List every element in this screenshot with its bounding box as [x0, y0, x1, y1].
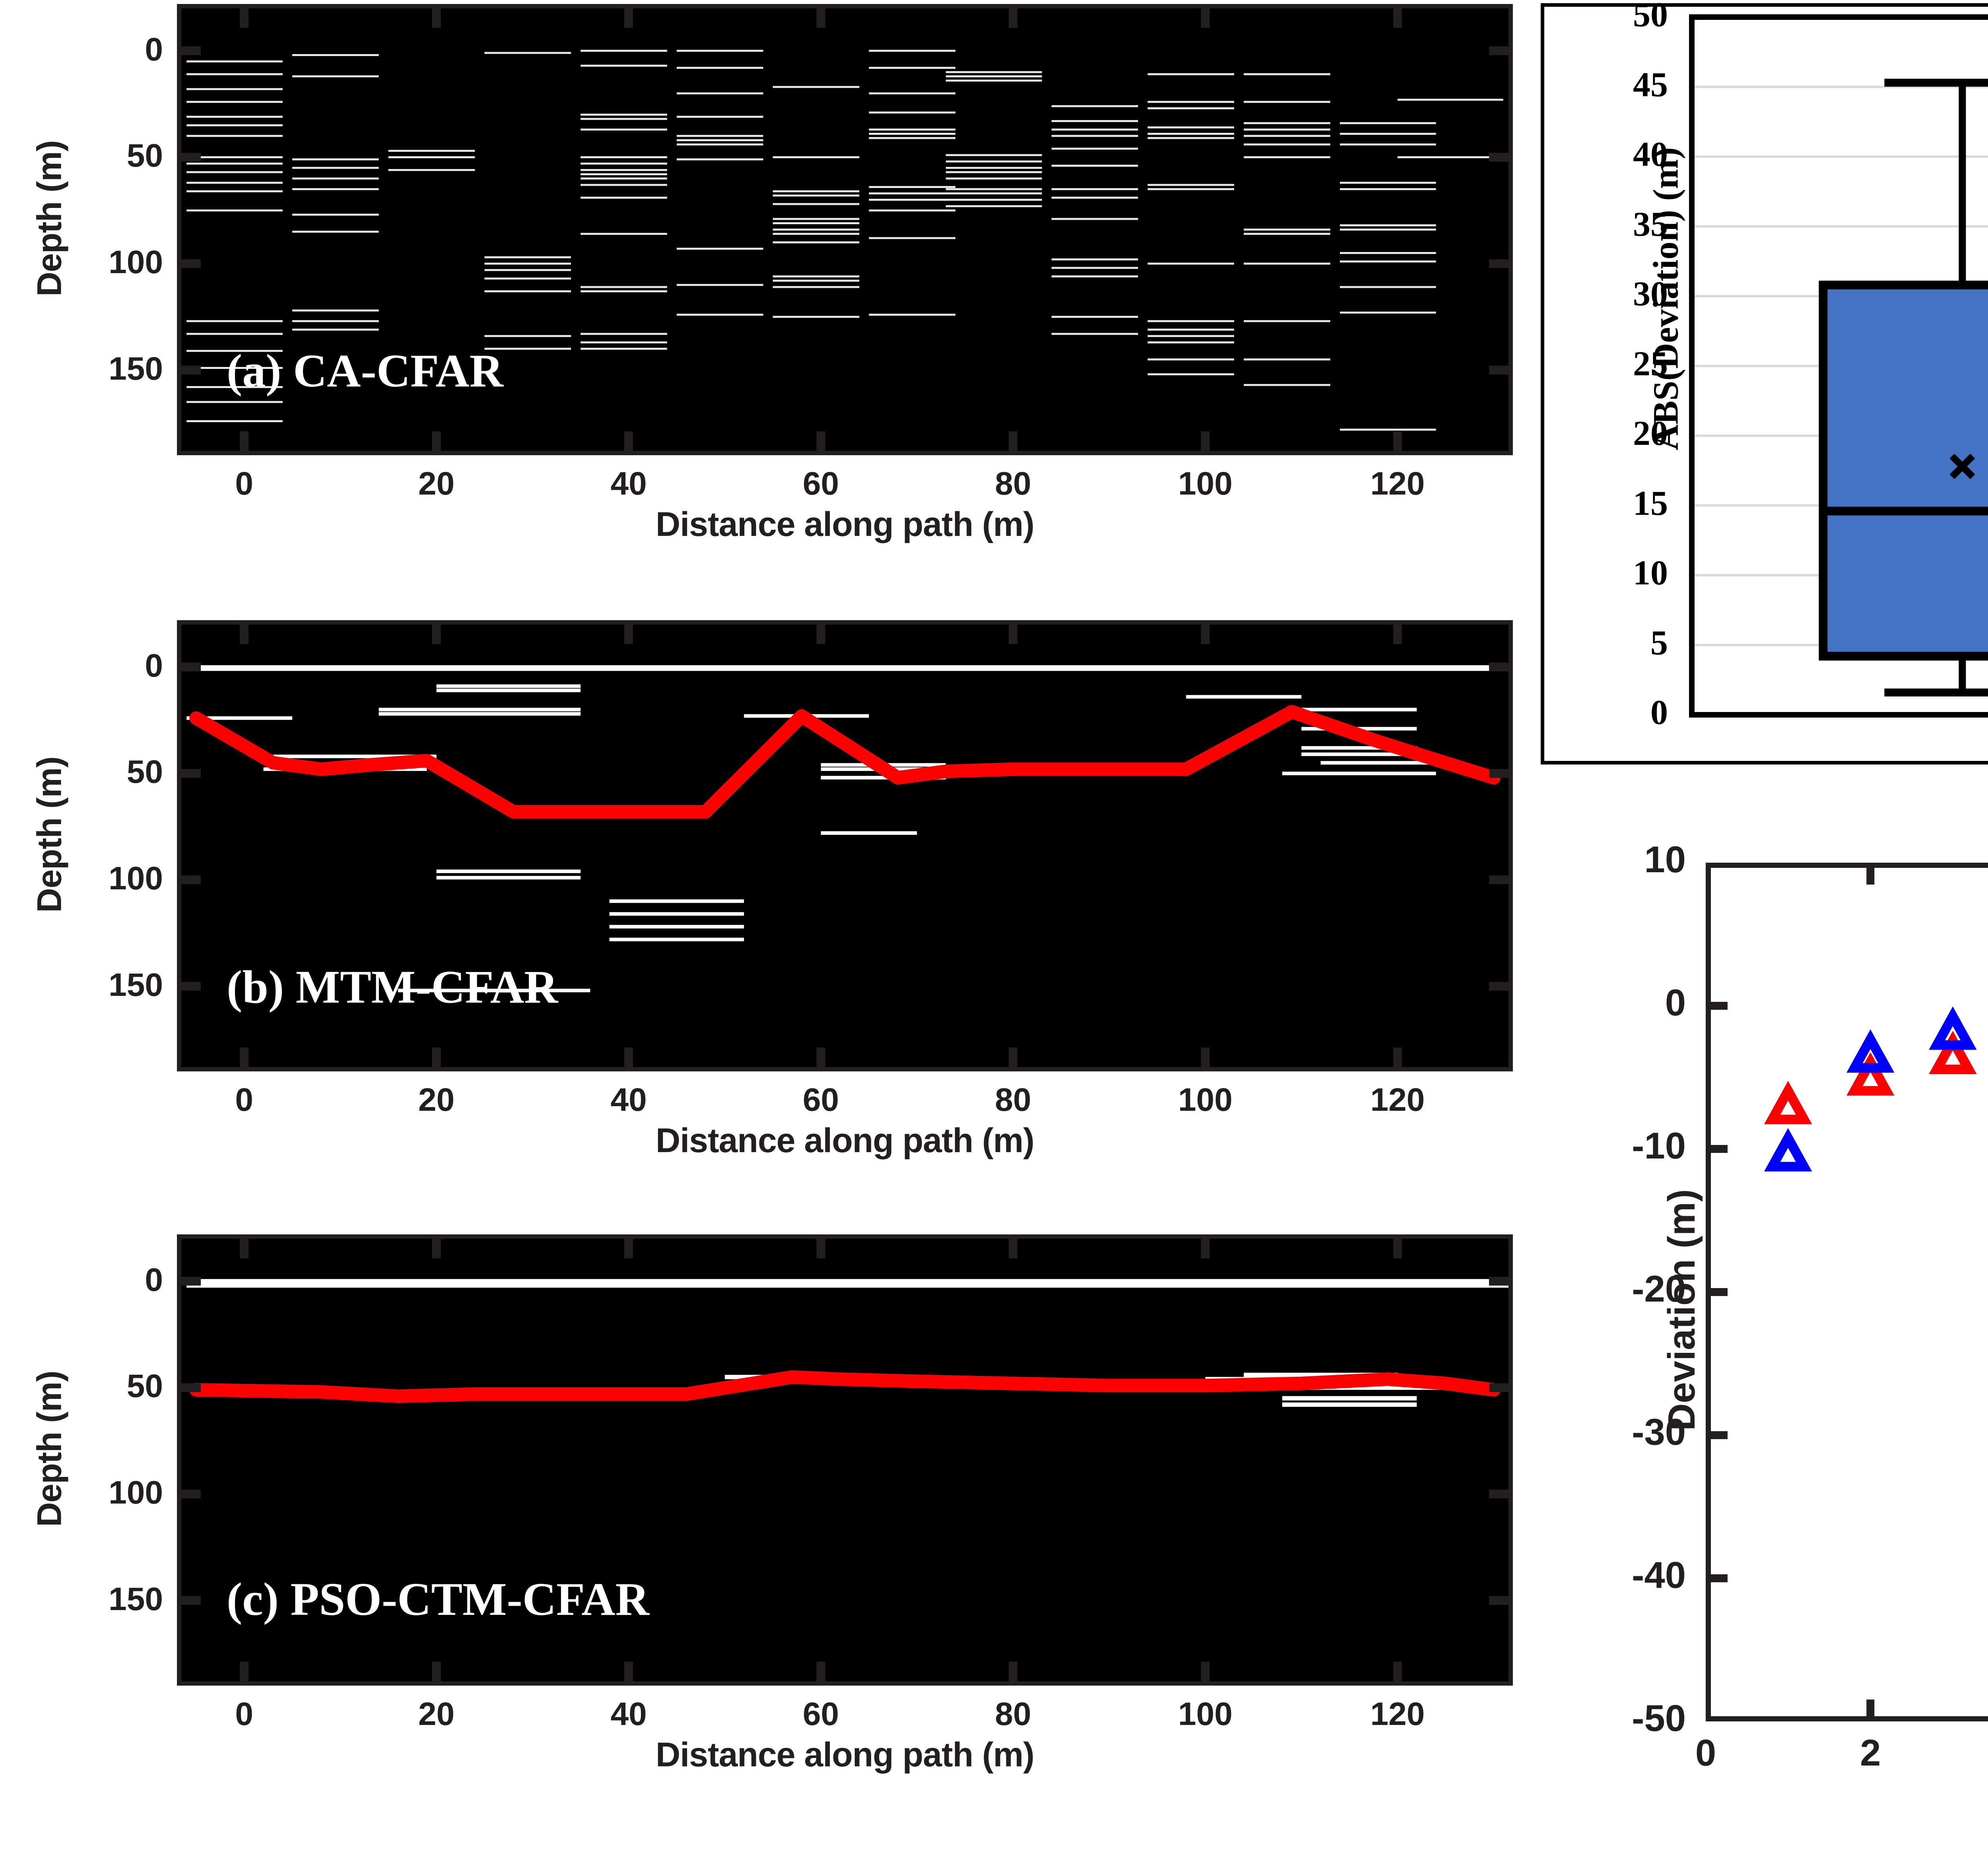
panel-e-ytick: 0 [1665, 982, 1686, 1023]
radargram-b-image [177, 620, 1513, 1071]
scatter-marker [1846, 1052, 1895, 1096]
panel-d-ytick: 35 [1633, 205, 1668, 244]
panel-a-ytick: 0 [145, 31, 163, 68]
panel-a-xlabel: Distance along path (m) [656, 505, 1035, 543]
panel-c-xlabel: Distance along path (m) [656, 1736, 1035, 1774]
scatter-e-svg [1706, 863, 1988, 1721]
panel-c-xtick: 80 [995, 1696, 1031, 1732]
scatter-marker [1846, 1029, 1895, 1073]
panel-c-xtick: 40 [610, 1696, 647, 1732]
panel-a-ca-cfar [177, 4, 1513, 455]
panel-c-xtick: 100 [1178, 1696, 1233, 1732]
panel-e-ytick: -50 [1632, 1697, 1686, 1739]
panel-b-xlabel: Distance along path (m) [656, 1121, 1035, 1160]
panel-b-xtick: 0 [235, 1082, 253, 1118]
scatter-marker [1929, 1030, 1977, 1074]
panel-d-ytick: 5 [1650, 623, 1668, 662]
panel-b-ytick: 0 [145, 647, 163, 684]
panel-e-xtick: 2 [1860, 1732, 1881, 1773]
panel-b-xtick: 60 [802, 1082, 839, 1118]
scatter-marker [1929, 1006, 1977, 1050]
panel-e-ytick: 10 [1644, 838, 1686, 880]
scatter-marker [1764, 1128, 1812, 1172]
panel-e-ytick: -10 [1632, 1125, 1686, 1166]
panel-a-xtick: 20 [418, 466, 455, 502]
panel-e-ytick: -30 [1632, 1411, 1686, 1453]
panel-e-ytick: -40 [1632, 1554, 1686, 1596]
panel-b-ytick: 100 [109, 860, 163, 897]
panel-d-ytick: 0 [1650, 693, 1668, 732]
boxplot-d-svg [1689, 14, 1988, 718]
panel-b-xtick: 120 [1370, 1082, 1425, 1118]
panel-c-ytick: 150 [109, 1581, 163, 1617]
panel-c-xtick: 20 [418, 1696, 455, 1732]
panel-c-ytick: 0 [145, 1261, 163, 1298]
panel-a-xtick: 40 [610, 466, 647, 502]
panel-d-ytick: 25 [1633, 344, 1668, 383]
panel-a-xtick: 80 [995, 466, 1031, 502]
panel-c-caption: (c) PSO-CTM-CFAR [227, 1573, 649, 1625]
panel-b-ytick: 150 [109, 966, 163, 1003]
panel-b-caption: (b) MTM-CFAR [227, 961, 558, 1013]
panel-e-ytick: -20 [1632, 1268, 1686, 1310]
panel-a-ytick: 150 [109, 350, 163, 387]
panel-a-caption: (a) CA-CFAR [227, 345, 503, 397]
panel-a-xtick: 60 [802, 466, 839, 502]
panel-e-xtick: 4 [1976, 1731, 1988, 1774]
radargram-c-image [177, 1234, 1513, 1686]
panel-d-ytick: 40 [1633, 135, 1668, 174]
panel-b-xtick: 80 [995, 1082, 1031, 1118]
panel-a-ytick: 100 [109, 244, 163, 281]
panel-d-ytick: 30 [1633, 275, 1668, 313]
scatter-marker [1764, 1081, 1812, 1124]
panel-c-xtick: 120 [1370, 1696, 1425, 1732]
panel-d-ytick: 45 [1633, 65, 1668, 104]
panel-d-ytick: 15 [1633, 484, 1668, 523]
panel-a-xtick: 120 [1370, 466, 1425, 502]
panel-d-ytick: 20 [1633, 414, 1668, 453]
panel-a-xtick: 100 [1178, 466, 1233, 502]
panel-b-xtick: 20 [418, 1082, 455, 1118]
panel-b-mtm-cfar [177, 620, 1513, 1071]
panel-d-ytick: 10 [1633, 554, 1668, 592]
panel-a-xtick: 0 [235, 466, 253, 502]
panel-b-xtick: 40 [610, 1082, 647, 1118]
panel-b-xtick: 100 [1178, 1082, 1233, 1118]
panel-c-xtick: 60 [802, 1696, 839, 1732]
panel-c-ytick: 50 [126, 1368, 163, 1405]
panel-c-ytick: 100 [109, 1475, 163, 1511]
panel-c-xtick: 0 [235, 1696, 253, 1732]
panel-b-ytick: 50 [126, 754, 163, 790]
radargram-a-image [177, 4, 1513, 455]
panel-e-xtick: 0 [1695, 1732, 1716, 1773]
panel-c-pso-ctm-cfar [177, 1234, 1513, 1686]
panel-d-ytick: 50 [1633, 0, 1668, 34]
panel-a-ytick: 50 [126, 138, 163, 174]
panel-e-xlabel: Trace [1706, 1777, 1988, 1821]
